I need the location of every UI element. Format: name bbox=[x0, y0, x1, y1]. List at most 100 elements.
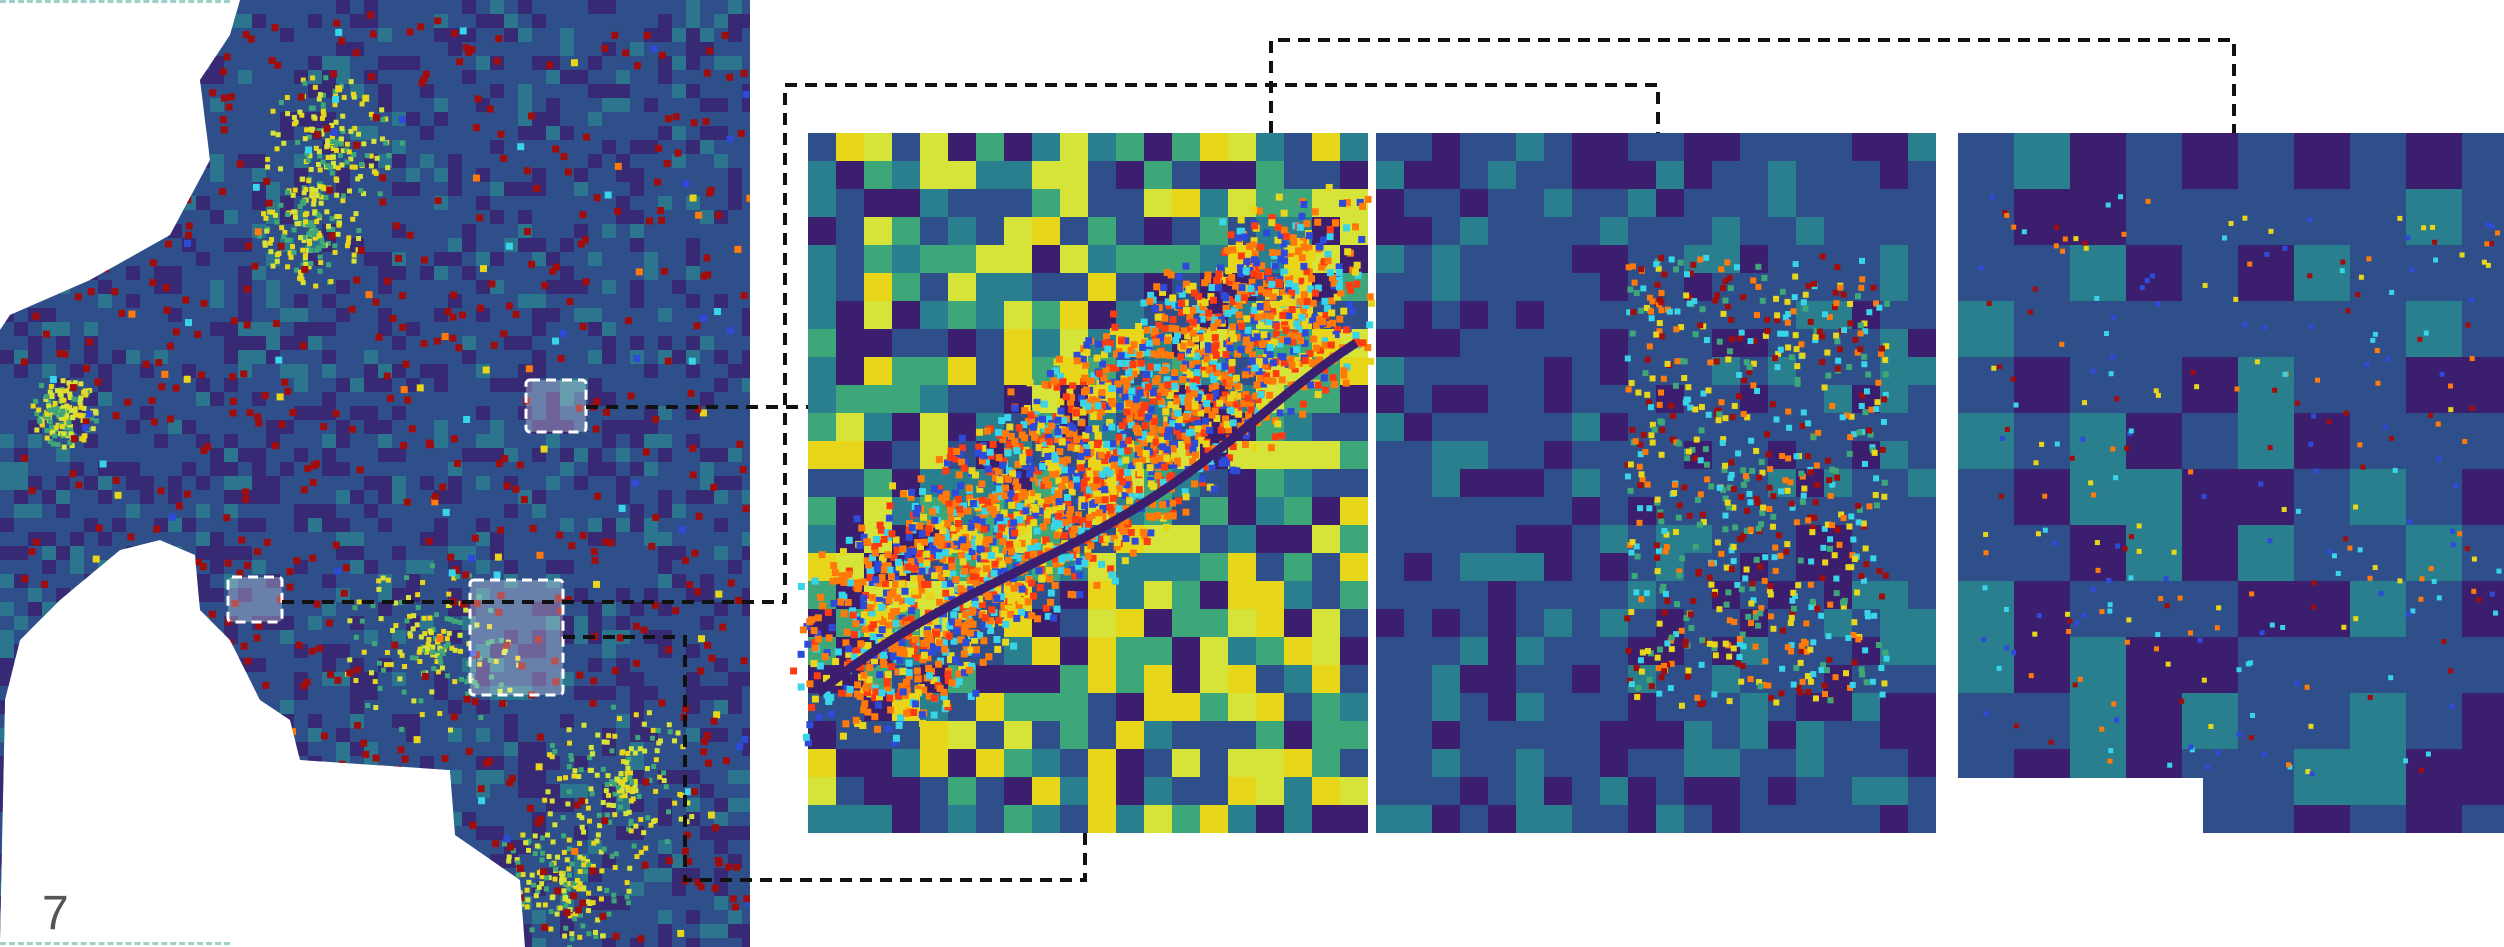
raster-cell bbox=[1088, 609, 1116, 637]
map-cell bbox=[644, 574, 658, 588]
map-point bbox=[642, 778, 650, 786]
map-cell bbox=[448, 140, 462, 154]
raster-hotspot bbox=[927, 536, 935, 544]
vegetation-patch bbox=[429, 689, 435, 695]
raster-cell bbox=[1200, 161, 1228, 189]
map-point bbox=[389, 314, 397, 322]
map-cell bbox=[70, 14, 84, 28]
map-cell bbox=[98, 560, 112, 574]
vegetation-patch bbox=[420, 579, 426, 585]
raster-hotspot bbox=[942, 565, 950, 573]
raster-hotspot bbox=[1219, 422, 1227, 430]
raster-hotspot bbox=[896, 643, 904, 651]
vegetation-patch bbox=[533, 893, 539, 899]
map-cell bbox=[126, 420, 140, 434]
map-cell bbox=[238, 448, 252, 462]
vegetation-patch bbox=[560, 815, 566, 821]
raster-cell bbox=[1172, 161, 1200, 189]
map-point bbox=[516, 894, 524, 902]
map-cell bbox=[140, 70, 154, 84]
map-cell bbox=[658, 336, 672, 350]
vegetation-patch bbox=[409, 655, 415, 661]
map-cell bbox=[266, 588, 280, 602]
raster-hotspot bbox=[924, 494, 932, 502]
raster-hotspot bbox=[956, 603, 964, 611]
vegetation-patch bbox=[539, 835, 545, 841]
vegetation-patch bbox=[661, 770, 667, 776]
map-point bbox=[421, 821, 429, 829]
vegetation-patch bbox=[651, 818, 657, 824]
vegetation-patch bbox=[355, 176, 361, 182]
map-cell bbox=[686, 252, 700, 266]
vegetation-patch bbox=[78, 381, 84, 387]
raster-hotspot bbox=[806, 680, 814, 688]
vegetation-patch bbox=[317, 254, 323, 260]
raster-hotspot bbox=[1014, 460, 1022, 468]
map-cell bbox=[154, 616, 168, 630]
map-cell bbox=[224, 868, 238, 882]
map-point bbox=[526, 804, 534, 812]
vegetation-patch bbox=[314, 219, 320, 225]
vegetation-patch bbox=[415, 604, 421, 610]
map-cell bbox=[56, 126, 70, 140]
vegetation-patch bbox=[308, 261, 314, 267]
map-point bbox=[283, 891, 291, 899]
map-cell bbox=[126, 924, 140, 938]
map-cell bbox=[630, 42, 644, 56]
map-cell bbox=[434, 280, 448, 294]
map-cell bbox=[532, 112, 546, 126]
raster-hotspot bbox=[1082, 361, 1090, 369]
map-cell bbox=[70, 546, 84, 560]
map-cell bbox=[154, 98, 168, 112]
map-cell bbox=[98, 280, 112, 294]
map-cell bbox=[98, 784, 112, 798]
vegetation-patch bbox=[297, 204, 303, 210]
vegetation-patch bbox=[642, 748, 648, 754]
map-cell bbox=[182, 602, 196, 616]
vegetation-patch bbox=[577, 934, 583, 940]
raster-cell bbox=[1256, 525, 1284, 553]
raster-cell bbox=[836, 161, 864, 189]
map-point bbox=[271, 933, 279, 941]
map-cell bbox=[140, 448, 154, 462]
vegetation-patch bbox=[55, 388, 61, 394]
vegetation-patch bbox=[361, 649, 367, 655]
map-point bbox=[616, 634, 624, 642]
map-cell bbox=[266, 294, 280, 308]
map-point bbox=[389, 905, 397, 913]
map-point bbox=[110, 606, 118, 614]
map-point bbox=[320, 732, 328, 740]
map-cell bbox=[126, 574, 140, 588]
map-cell bbox=[546, 644, 560, 658]
raster-cell bbox=[1200, 637, 1228, 665]
map-cell bbox=[0, 742, 14, 756]
raster-hotspot bbox=[935, 456, 943, 464]
vegetation-patch bbox=[619, 782, 625, 788]
raster-cell bbox=[976, 161, 1004, 189]
vegetation-patch bbox=[600, 933, 606, 939]
map-cell bbox=[658, 224, 672, 238]
map-cell bbox=[14, 798, 28, 812]
vegetation-patch bbox=[380, 117, 386, 123]
map-cell bbox=[126, 728, 140, 742]
vegetation-patch bbox=[678, 816, 684, 822]
map-point bbox=[383, 372, 391, 380]
map-point bbox=[111, 714, 119, 722]
map-cell bbox=[154, 588, 168, 602]
raster-hotspot bbox=[876, 693, 884, 701]
raster-hotspot bbox=[1335, 263, 1343, 271]
map-point bbox=[477, 304, 485, 312]
vegetation-patch bbox=[474, 622, 480, 628]
map-cell bbox=[126, 644, 140, 658]
map-point bbox=[48, 872, 56, 880]
raster-cell bbox=[1256, 721, 1284, 749]
raster-cell bbox=[1284, 609, 1312, 637]
map-cell bbox=[714, 700, 728, 714]
map-point bbox=[187, 811, 195, 819]
raster-hotspot bbox=[1011, 478, 1019, 486]
raster-hotspot bbox=[1033, 398, 1041, 406]
map-cell bbox=[364, 210, 378, 224]
raster-cell bbox=[1284, 525, 1312, 553]
map-point bbox=[517, 143, 525, 151]
map-point bbox=[450, 894, 458, 902]
